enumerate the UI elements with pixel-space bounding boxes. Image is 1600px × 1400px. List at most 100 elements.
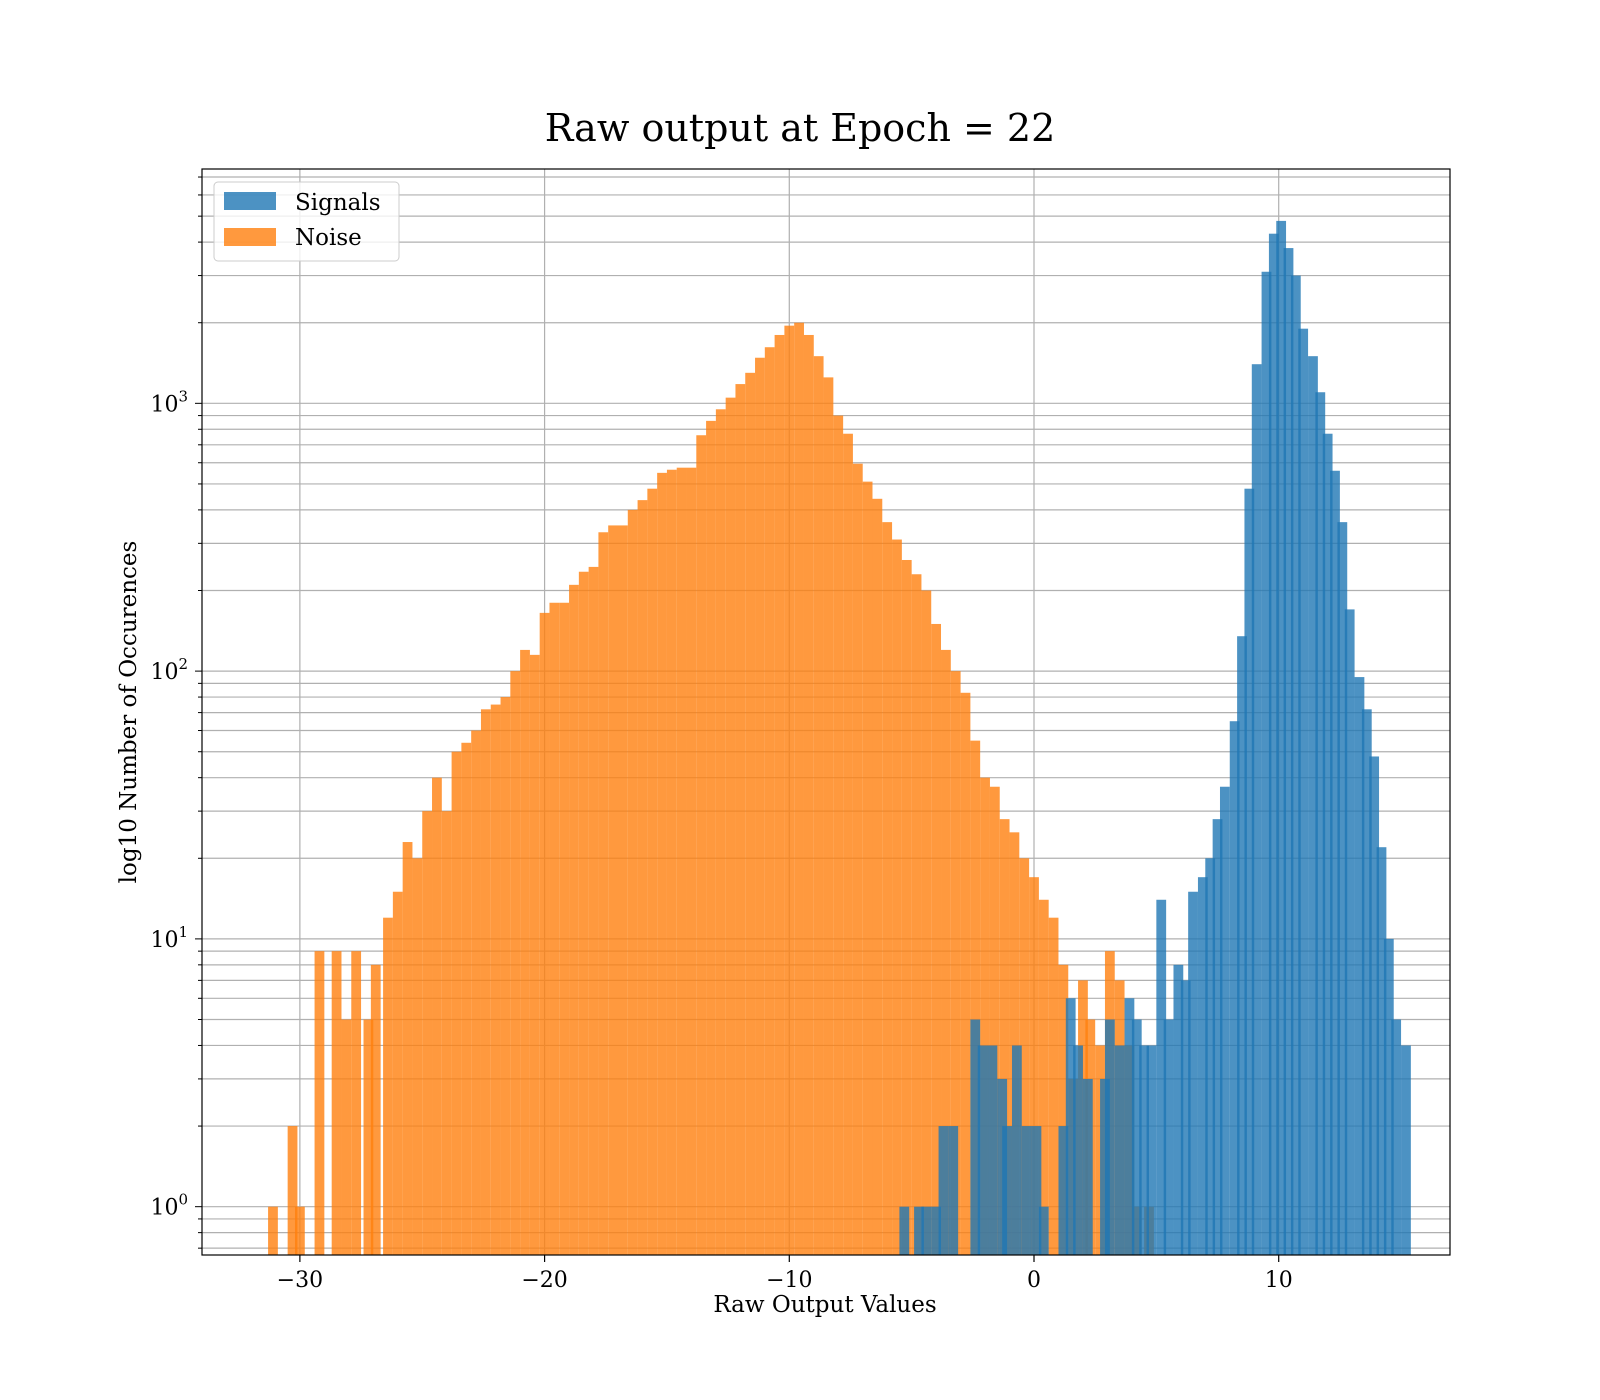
bar-noise xyxy=(666,469,677,1256)
bar-signals xyxy=(1073,1045,1083,1255)
bar-noise xyxy=(529,654,540,1255)
bar-noise xyxy=(725,397,736,1255)
bar-noise xyxy=(351,951,362,1255)
bar-signals xyxy=(914,1206,924,1255)
bar-signals xyxy=(1344,609,1355,1255)
y-axis: 100 101 102 103 xyxy=(150,176,202,1249)
bar-signals xyxy=(1268,233,1279,1255)
bar-noise xyxy=(657,472,667,1256)
bar-signals xyxy=(1337,522,1348,1255)
bar-signals xyxy=(1002,1126,1012,1255)
bar-noise xyxy=(852,463,863,1256)
bar-noise xyxy=(608,525,618,1255)
bar-signals xyxy=(1276,220,1287,1255)
legend: Signals Noise xyxy=(213,181,400,262)
bar-signals xyxy=(899,1206,910,1255)
bar-noise xyxy=(784,325,795,1255)
bar-signals xyxy=(1376,847,1387,1255)
bar-noise xyxy=(588,566,599,1255)
bar-noise xyxy=(823,377,834,1255)
bar-signals xyxy=(997,1078,1008,1255)
bar-noise xyxy=(392,891,403,1255)
bar-noise xyxy=(970,740,981,1255)
bar-noise xyxy=(706,420,716,1255)
bar-signals xyxy=(1361,709,1372,1255)
bar-noise xyxy=(1048,917,1059,1255)
bar-noise xyxy=(696,435,707,1255)
bar-noise xyxy=(490,704,501,1255)
bar-noise xyxy=(1058,964,1069,1255)
bar-noise xyxy=(559,602,570,1255)
bar-signals xyxy=(1237,636,1247,1255)
bar-noise xyxy=(901,559,912,1255)
y-tick-label: 100 xyxy=(150,1191,188,1221)
bar-signals xyxy=(1205,858,1216,1255)
bar-signals xyxy=(1330,470,1340,1255)
bar-signals xyxy=(1251,364,1262,1255)
bar-noise xyxy=(1038,899,1049,1255)
bar-noise xyxy=(921,590,932,1255)
bar-signals xyxy=(1104,1019,1115,1255)
x-tick-label: −30 xyxy=(277,1268,323,1293)
bar-signals xyxy=(1131,1019,1142,1255)
bar-signals xyxy=(970,1019,981,1255)
y-tick-label: 102 xyxy=(150,655,188,685)
bar-signals xyxy=(1065,998,1076,1255)
bar-noise xyxy=(451,751,462,1255)
bar-signals xyxy=(948,1126,959,1255)
y-axis-label: log10 Number of Occurences xyxy=(116,541,142,884)
bar-signals xyxy=(1354,677,1365,1255)
bar-signals xyxy=(1173,964,1184,1255)
bar-signals xyxy=(1124,998,1135,1255)
bar-noise xyxy=(370,964,381,1255)
bar-noise xyxy=(471,730,481,1255)
y-tick-label: 103 xyxy=(150,387,188,417)
bar-signals xyxy=(1021,1126,1032,1255)
bar-signals xyxy=(1082,1078,1093,1255)
bar-noise xyxy=(539,612,550,1255)
x-tick-label: −10 xyxy=(766,1268,812,1293)
bar-noise xyxy=(1009,832,1020,1255)
bar-noise xyxy=(1029,877,1039,1255)
bar-noise xyxy=(647,488,658,1255)
bar-noise xyxy=(715,409,726,1255)
bar-noise xyxy=(803,334,814,1256)
legend-label-signals: Signals xyxy=(295,190,381,216)
bar-signals xyxy=(1308,356,1318,1255)
x-tick-label: 0 xyxy=(1027,1268,1041,1293)
bar-noise xyxy=(813,356,824,1255)
bar-signals xyxy=(1401,1045,1411,1255)
bar-signals xyxy=(1290,275,1301,1255)
bar-signals xyxy=(1188,891,1198,1255)
bar-noise xyxy=(794,322,804,1256)
bar-noise xyxy=(268,1206,278,1255)
bar-noise xyxy=(774,334,785,1256)
bar-noise xyxy=(432,777,442,1255)
bar-noise xyxy=(980,777,990,1255)
bar-signals xyxy=(1038,1206,1049,1255)
bar-noise xyxy=(911,574,922,1255)
x-tick-label: 10 xyxy=(1265,1268,1293,1293)
bar-noise xyxy=(960,692,971,1255)
chart-title: Raw output at Epoch = 22 xyxy=(545,106,1056,150)
bar-noise xyxy=(637,500,648,1255)
bar-signals xyxy=(1011,1045,1022,1255)
bar-signals xyxy=(1283,248,1294,1255)
bar-noise xyxy=(618,525,628,1255)
bar-signals xyxy=(931,1206,942,1255)
bar-signals xyxy=(987,1045,998,1255)
bar-noise xyxy=(833,415,844,1256)
bar-signals xyxy=(1163,1019,1174,1255)
bar-noise xyxy=(735,384,746,1256)
bar-noise xyxy=(745,372,756,1255)
bar-noise xyxy=(950,671,961,1255)
x-tick-label: −20 xyxy=(521,1268,567,1293)
bar-noise xyxy=(363,1019,374,1255)
bar-signals xyxy=(1197,877,1208,1255)
bar-signals xyxy=(1212,819,1223,1255)
bar-signals xyxy=(1219,786,1230,1255)
bar-signals xyxy=(1058,1126,1069,1255)
bar-noise xyxy=(598,532,609,1255)
bar-noise xyxy=(510,671,521,1255)
